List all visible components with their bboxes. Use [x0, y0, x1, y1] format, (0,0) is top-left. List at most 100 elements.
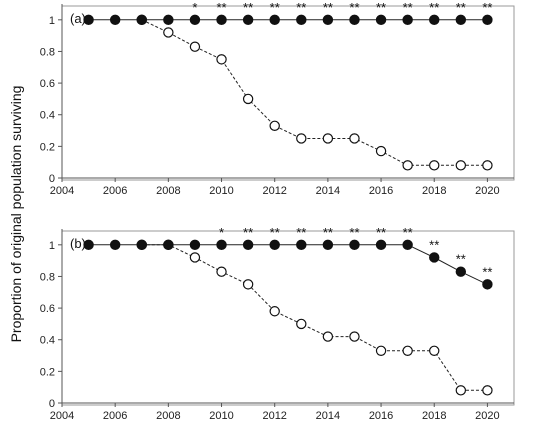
data-point-open — [189, 41, 201, 52]
y-tick-label: 0.2 — [40, 366, 55, 378]
x-tick-label: 2010 — [209, 410, 233, 422]
y-tick-label: 1 — [49, 15, 55, 27]
y-tick-label: 1 — [49, 240, 55, 252]
x-tick-label: 2018 — [422, 185, 446, 197]
data-point-open — [216, 54, 227, 65]
data-point-filled — [189, 14, 201, 26]
x-tick-label: 2004 — [50, 410, 74, 422]
significance-marker: ** — [323, 0, 333, 15]
panel-frame — [61, 230, 515, 406]
series-line-open — [141, 244, 488, 391]
significance-marker: ** — [429, 237, 439, 252]
x-tick-label: 2014 — [316, 410, 340, 422]
data-point-open — [163, 27, 174, 38]
y-tick-label: 0.4 — [40, 110, 55, 122]
x-tick-label: 2020 — [475, 185, 499, 197]
significance-marker: ** — [403, 0, 413, 15]
data-point-filled — [455, 266, 467, 277]
y-tick-label: 0.4 — [40, 335, 55, 347]
data-point-filled — [375, 14, 387, 26]
data-point-open — [216, 266, 227, 277]
data-point-filled — [455, 14, 467, 26]
significance-marker: ** — [296, 0, 306, 15]
data-point-filled — [83, 239, 94, 251]
data-point-filled — [322, 14, 334, 26]
data-point-filled — [163, 14, 174, 26]
data-point-filled — [429, 252, 440, 263]
x-tick-label: 2018 — [422, 410, 446, 422]
y-tick-label: 0.8 — [40, 271, 55, 283]
x-tick-label: 2014 — [316, 185, 340, 197]
x-tick-label: 2008 — [156, 185, 180, 197]
significance-marker: ** — [429, 0, 439, 15]
x-tick-label: 2010 — [209, 185, 233, 197]
data-point-filled — [109, 14, 121, 26]
x-tick-label: 2006 — [103, 410, 127, 422]
data-point-open — [429, 160, 440, 171]
panel-label: (b) — [70, 236, 86, 251]
data-point-filled — [242, 239, 254, 251]
significance-marker: ** — [216, 0, 226, 15]
significance-marker: ** — [243, 225, 253, 240]
data-point-filled — [349, 239, 360, 251]
significance-marker: ** — [482, 0, 492, 15]
data-point-open — [349, 133, 360, 144]
significance-marker: ** — [456, 0, 466, 15]
data-point-filled — [482, 279, 493, 290]
data-point-open — [242, 93, 254, 105]
data-point-filled — [482, 14, 493, 26]
data-point-open — [429, 345, 440, 356]
significance-marker: ** — [323, 225, 333, 240]
y-tick-label: 0.8 — [40, 46, 55, 58]
data-point-filled — [375, 239, 387, 251]
significance-marker: ** — [482, 264, 492, 279]
y-axis-label: Proportion of original population surviv… — [8, 86, 24, 343]
data-point-open — [455, 160, 467, 171]
data-point-filled — [296, 14, 307, 26]
significance-marker: * — [219, 225, 224, 240]
data-point-filled — [349, 14, 360, 26]
data-point-open — [322, 331, 334, 342]
data-point-open — [402, 160, 413, 171]
significance-marker: ** — [403, 225, 413, 240]
data-point-filled — [163, 239, 174, 251]
data-point-filled — [402, 14, 413, 26]
data-point-open — [375, 145, 387, 157]
significance-marker: ** — [349, 225, 359, 240]
series-line-open — [141, 19, 488, 166]
significance-marker: ** — [376, 0, 386, 15]
significance-marker: ** — [296, 225, 306, 240]
y-tick-label: 0.6 — [40, 303, 55, 315]
y-tick-label: 0 — [49, 398, 55, 410]
data-point-filled — [216, 14, 227, 26]
significance-marker: ** — [376, 225, 386, 240]
data-point-filled — [322, 239, 334, 251]
data-point-filled — [402, 239, 413, 251]
significance-marker: ** — [270, 0, 280, 15]
y-tick-label: 0 — [49, 173, 55, 185]
data-point-filled — [269, 14, 280, 26]
data-point-filled — [242, 14, 254, 26]
x-tick-label: 2008 — [156, 410, 180, 422]
y-tick-label: 0.6 — [40, 78, 55, 90]
chart-panel: 0 0.2 0.4 0.6 0.8 1 2004 2006 2008 2010 2012 2014 20… — [40, 225, 515, 422]
x-tick-label: 2016 — [369, 185, 393, 197]
significance-marker: ** — [270, 225, 280, 240]
data-point-open — [375, 345, 387, 356]
data-point-filled — [136, 14, 147, 26]
data-point-open — [242, 279, 254, 290]
data-point-open — [269, 306, 280, 317]
significance-marker: ** — [243, 0, 253, 15]
data-point-filled — [296, 239, 307, 251]
y-tick-label: 0.2 — [40, 141, 55, 153]
x-tick-label: 2004 — [50, 185, 74, 197]
chart-panel: 0 0.2 0.4 0.6 0.8 1 2004 2006 2008 2010 2012 2014 20… — [40, 0, 515, 197]
data-point-open — [402, 345, 413, 356]
panel-frame — [61, 5, 515, 181]
data-point-open — [296, 133, 307, 144]
x-tick-label: 2020 — [475, 410, 499, 422]
data-point-open — [322, 133, 334, 144]
data-point-filled — [109, 239, 121, 251]
panel-label: (a) — [70, 11, 86, 26]
